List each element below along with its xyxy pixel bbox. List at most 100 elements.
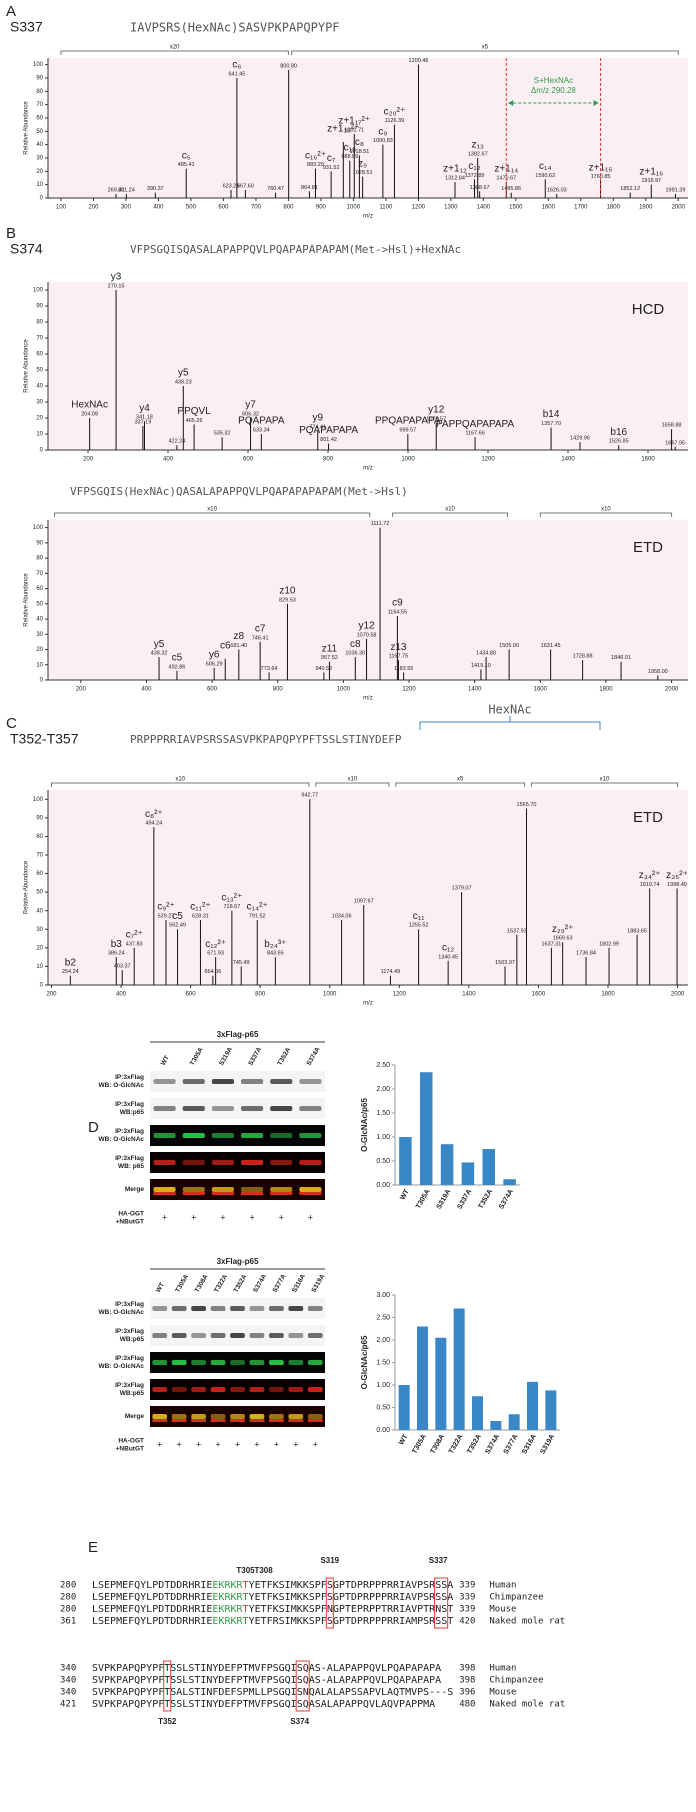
zoom-bracket bbox=[291, 50, 679, 55]
peak-mz-label: 1090.83 bbox=[373, 138, 393, 144]
peak-mz-label: 1372.89 bbox=[465, 173, 485, 179]
merge-red bbox=[288, 1419, 304, 1422]
x-tick-label: S319A bbox=[436, 1188, 453, 1210]
sequence-segment: YETFKSIMKKSPFNGPTEPRPPTRRIAVPTRNST bbox=[249, 1604, 454, 1615]
y-tick-label: 100 bbox=[33, 62, 44, 68]
blot-band bbox=[230, 1360, 245, 1365]
y-tick-label: 1.50 bbox=[376, 1359, 390, 1366]
peak-mz-label: 494.24 bbox=[145, 821, 162, 827]
highlight-box bbox=[325, 1577, 334, 1629]
zoom-label: x10 bbox=[207, 507, 217, 513]
sequence-row: LSEPMEFQYLPDTDDRHRIEEKRKRTYETFKSIMKKSPFS… bbox=[92, 1592, 453, 1603]
sequence-segment: EKRKR bbox=[212, 1616, 243, 1627]
x-tick-label: 900 bbox=[316, 205, 327, 211]
ion-label: c5 bbox=[172, 652, 183, 663]
sequence-segment: T bbox=[243, 1604, 249, 1615]
blot-band bbox=[182, 1187, 205, 1192]
x-tick-label: S337A bbox=[456, 1188, 473, 1210]
peak-mz-label: 1097.67 bbox=[354, 899, 374, 905]
merge-red bbox=[171, 1419, 187, 1422]
peak-mz-label: 633.34 bbox=[253, 427, 270, 433]
x-tick-label: 1600 bbox=[542, 205, 556, 211]
row-label: IP:3xFlag bbox=[115, 1155, 144, 1162]
x-tick-label: 1700 bbox=[574, 205, 588, 211]
x-tick-label: 1200 bbox=[402, 687, 416, 693]
ion-label: z+1₁₆ bbox=[639, 166, 663, 177]
y-tick-label: 100 bbox=[33, 797, 44, 803]
x-tick-label: T352A bbox=[478, 1188, 495, 1210]
bar bbox=[490, 1421, 502, 1430]
blot-band bbox=[210, 1387, 226, 1392]
blot-band bbox=[288, 1360, 304, 1365]
blot-band bbox=[269, 1360, 284, 1365]
species: Chimpanzee bbox=[489, 1593, 543, 1603]
sequence-row: SVPKPAPQPYPFTSSLSTINYDEFPTMVFPSGQISQASAL… bbox=[92, 1699, 435, 1710]
lane-label: WT bbox=[160, 1055, 171, 1067]
treatment-sign: + bbox=[249, 1212, 254, 1222]
blot-band bbox=[153, 1079, 176, 1084]
peak-mz-label: 1998.49 bbox=[667, 882, 687, 888]
lane-label: WT bbox=[155, 1282, 166, 1294]
zoom-bracket bbox=[395, 782, 526, 787]
x-axis-label: m/z bbox=[363, 696, 373, 702]
ion-label: c₅ bbox=[182, 150, 191, 161]
blot-band bbox=[299, 1106, 322, 1111]
ion-label: z+1₁₅ bbox=[589, 162, 613, 173]
lane-label: T322A bbox=[213, 1273, 229, 1294]
plot-background bbox=[48, 58, 688, 198]
x-tick-label: 1600 bbox=[641, 457, 655, 463]
row-label: IP:3xFlag bbox=[115, 1382, 144, 1389]
site-label: S374 bbox=[290, 1717, 309, 1726]
x-tick-label: WT bbox=[399, 1188, 411, 1202]
treatment-sign: + bbox=[157, 1439, 162, 1449]
zoom-label: x10 bbox=[445, 507, 455, 513]
x-tick-label: S319A bbox=[539, 1433, 556, 1455]
peak-mz-label: 883.29 bbox=[307, 162, 324, 168]
x-tick-label: T305A bbox=[411, 1433, 428, 1455]
blot-band bbox=[210, 1360, 226, 1365]
x-tick-label: 600 bbox=[186, 992, 197, 998]
x-tick-label: 1800 bbox=[599, 687, 613, 693]
bar bbox=[440, 1144, 454, 1185]
peak-mz-label: 1200.46 bbox=[409, 58, 429, 64]
peak-mz-label: 1802.99 bbox=[599, 941, 619, 947]
bar bbox=[508, 1414, 520, 1430]
peak-mz-label: 403.37 bbox=[114, 964, 131, 970]
y-tick-label: 40 bbox=[36, 908, 43, 914]
y-tick-label: 2.50 bbox=[376, 1062, 390, 1069]
merge-red bbox=[191, 1419, 206, 1422]
y-tick-label: 60 bbox=[36, 586, 43, 592]
panel-letter: D bbox=[88, 1119, 99, 1136]
peak-mz-label: 664.06 bbox=[204, 969, 221, 975]
y-tick-label: 70 bbox=[36, 853, 43, 859]
sequence-segment: EKRKR bbox=[212, 1580, 243, 1591]
treatment-label: HA-OGT bbox=[118, 1438, 144, 1445]
end-position: 339 bbox=[459, 1593, 475, 1603]
blot-band bbox=[288, 1333, 304, 1338]
ion-label: z₃₄²⁺ bbox=[639, 870, 661, 881]
x-tick-label: 1200 bbox=[393, 992, 407, 998]
end-position: 398 bbox=[459, 1664, 475, 1674]
bar bbox=[417, 1326, 428, 1430]
peptide-sequence: PRPPPRRIAVPSRSSASVPKPAPQPYPFTSSLSTINYDEF… bbox=[130, 733, 402, 746]
x-tick-label: 400 bbox=[153, 205, 164, 211]
x-tick-label: 2000 bbox=[665, 687, 679, 693]
x-tick-label: 1400 bbox=[462, 992, 476, 998]
y-tick-label: 80 bbox=[36, 556, 43, 562]
panel-letter: B bbox=[6, 225, 16, 242]
zoom-bracket bbox=[60, 50, 289, 55]
blot-band bbox=[171, 1360, 187, 1365]
peak-mz-label: 667.60 bbox=[237, 183, 254, 189]
y-tick-label: 20 bbox=[36, 945, 43, 951]
end-position: 339 bbox=[459, 1605, 475, 1615]
blot-band bbox=[171, 1387, 187, 1392]
peak-mz-label: 465.26 bbox=[186, 418, 203, 424]
x-axis-label: m/z bbox=[363, 214, 373, 220]
peak-mz-label: 942.77 bbox=[301, 793, 318, 799]
blot-band bbox=[269, 1387, 284, 1392]
peak-mz-label: 1919.74 bbox=[640, 882, 660, 888]
treatment-label: +NButGT bbox=[116, 1446, 144, 1453]
highlight-box bbox=[295, 1660, 310, 1712]
ion-label: c6 bbox=[220, 640, 231, 651]
peak-mz-label: 1658.88 bbox=[662, 423, 682, 429]
